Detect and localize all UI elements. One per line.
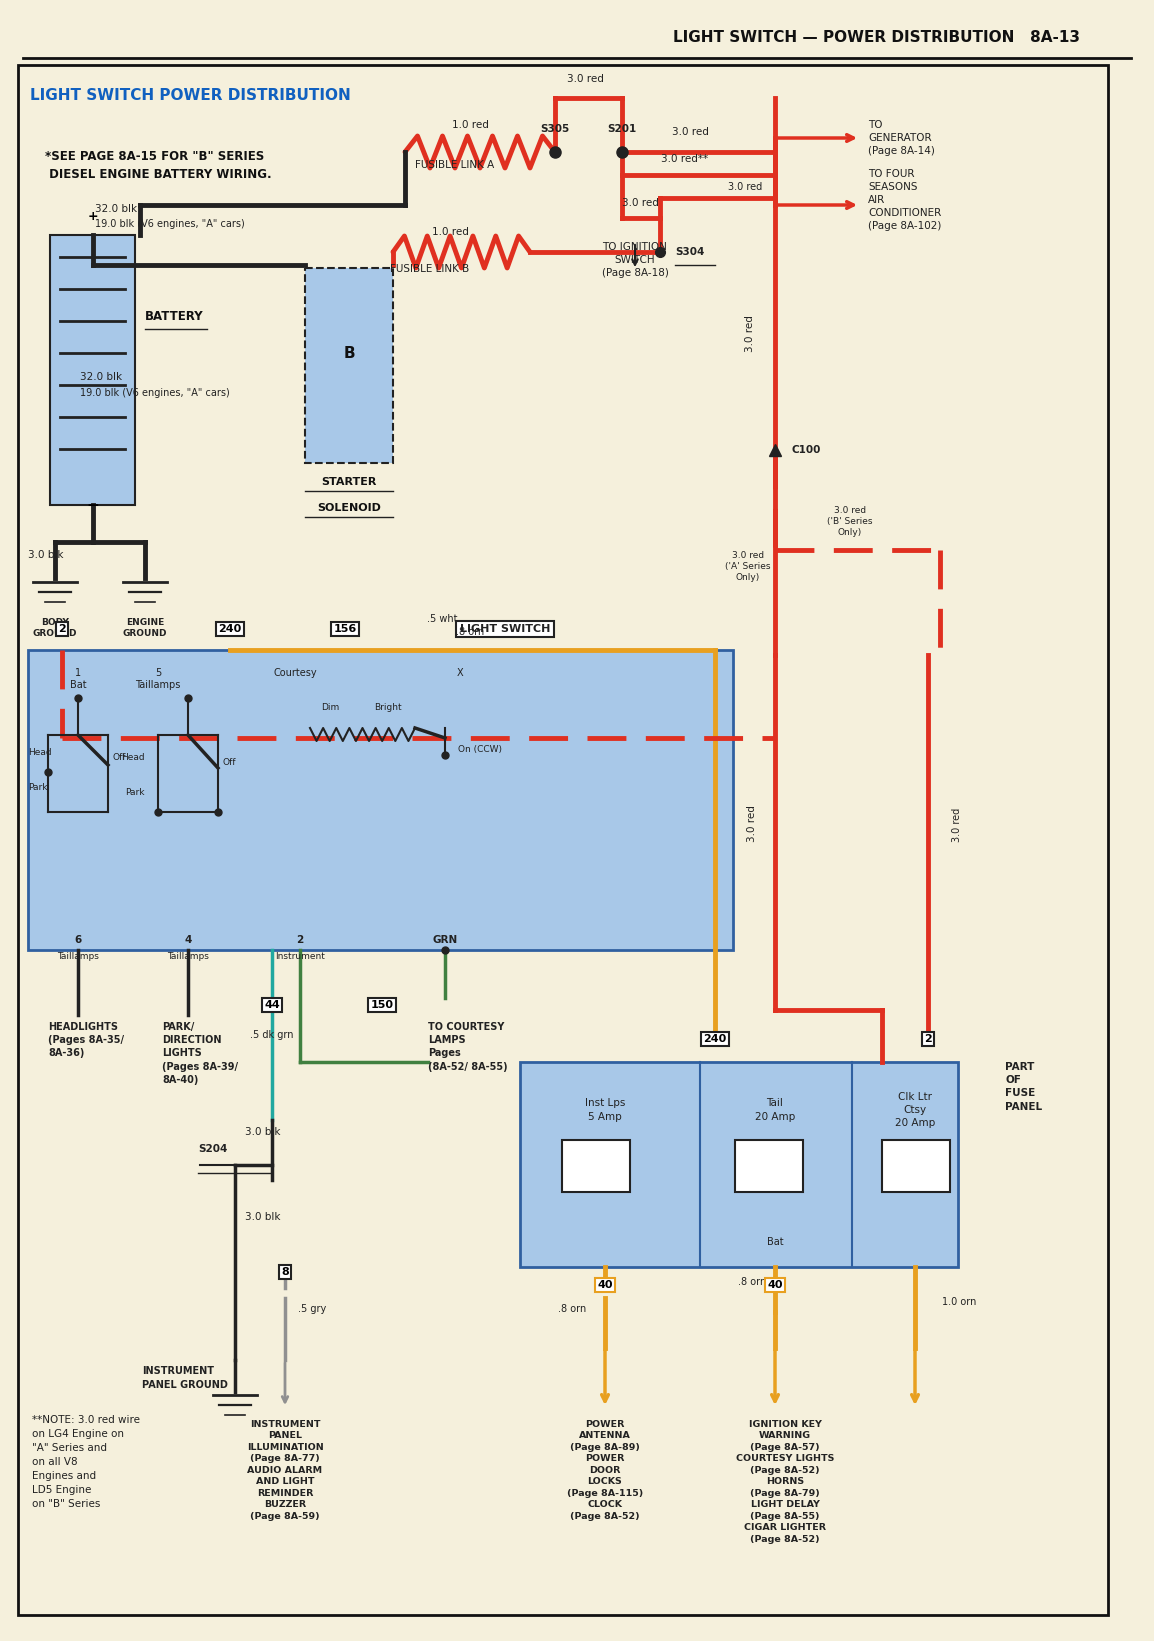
Text: 3.0 red**: 3.0 red** [661,154,709,164]
Text: Dim: Dim [321,702,339,712]
Text: 40: 40 [598,1280,613,1290]
Text: Head: Head [28,748,52,757]
Text: .8 orn: .8 orn [737,1277,766,1287]
Text: Courtesy: Courtesy [273,668,317,678]
Text: BATTERY: BATTERY [145,310,203,323]
Text: 240: 240 [704,1034,727,1044]
Text: 3.0 blk: 3.0 blk [28,550,63,560]
Text: 32.0 blk: 32.0 blk [80,373,122,382]
Text: 3.0 red: 3.0 red [952,807,962,842]
Text: S305: S305 [540,125,570,135]
Text: 3.0 red: 3.0 red [672,126,709,136]
Text: Park: Park [126,788,145,798]
Text: Taillamps: Taillamps [167,952,209,962]
Text: 3.0 red: 3.0 red [747,806,757,842]
Text: PARK/
DIRECTION
LIGHTS
(Pages 8A-39/
8A-40): PARK/ DIRECTION LIGHTS (Pages 8A-39/ 8A-… [162,1022,238,1085]
Text: B: B [343,346,354,361]
Text: TO IGNITION
SWITCH
(Page 8A-18): TO IGNITION SWITCH (Page 8A-18) [601,241,668,279]
Text: 3.0 blk: 3.0 blk [245,1213,280,1223]
Text: STARTER: STARTER [321,478,376,487]
Text: .8 orn: .8 orn [557,1305,586,1314]
Bar [562,1140,630,1191]
Text: Bright: Bright [374,702,402,712]
Text: INSTRUMENT
PANEL
ILLUMINATION
(Page 8A-77)
AUDIO ALARM
AND LIGHT
REMINDER
BUZZER: INSTRUMENT PANEL ILLUMINATION (Page 8A-7… [247,1419,323,1521]
Text: Head: Head [121,753,145,761]
Text: FUSIBLE LINK A: FUSIBLE LINK A [415,161,495,171]
Text: LIGHT SWITCH: LIGHT SWITCH [459,624,550,633]
Text: .5 gry: .5 gry [298,1305,327,1314]
Text: X: X [457,668,463,678]
Text: 32.0 blk: 32.0 blk [95,203,137,213]
Text: TO
GENERATOR
(Page 8A-14): TO GENERATOR (Page 8A-14) [868,120,935,156]
Text: 8: 8 [282,1267,288,1277]
Text: 150: 150 [370,999,394,1009]
Text: 156: 156 [334,624,357,633]
Text: 2: 2 [924,1034,932,1044]
Text: 3.0 red: 3.0 red [745,315,755,353]
Text: 40: 40 [767,1280,782,1290]
Text: Off: Off [222,758,235,766]
Text: On (CCW): On (CCW) [458,745,502,753]
Text: ENGINE
GROUND: ENGINE GROUND [122,619,167,638]
Text: .5 dk grn: .5 dk grn [250,1031,294,1040]
Text: 3.0 red: 3.0 red [567,74,604,84]
Text: Off: Off [112,753,126,761]
Text: 1
Bat: 1 Bat [69,668,87,691]
Bar [735,1140,803,1191]
Text: Park: Park [28,783,47,793]
Text: Bat: Bat [766,1237,784,1247]
Bar [28,650,733,950]
Text: **NOTE: 3.0 red wire
on LG4 Engine on
"A" Series and
on all V8
Engines and
LD5 E: **NOTE: 3.0 red wire on LG4 Engine on "A… [32,1415,140,1510]
Text: GRN: GRN [433,935,458,945]
Bar [50,235,135,505]
Text: 19.0 blk (V6 engines, "A" cars): 19.0 blk (V6 engines, "A" cars) [80,387,230,399]
Text: 3.0 red
('B' Series
Only): 3.0 red ('B' Series Only) [827,505,872,537]
Text: C100: C100 [792,445,822,455]
Text: TO FOUR
SEASONS
AIR
CONDITIONER
(Page 8A-102): TO FOUR SEASONS AIR CONDITIONER (Page 8A… [868,169,942,231]
Text: −: − [87,497,99,514]
Text: .8 orn: .8 orn [456,627,485,637]
Text: INSTRUMENT
PANEL GROUND: INSTRUMENT PANEL GROUND [142,1367,227,1390]
Text: SOLENOID: SOLENOID [317,504,381,514]
Text: Inst Lps
5 Amp: Inst Lps 5 Amp [585,1098,625,1121]
Text: LIGHT SWITCH — POWER DISTRIBUTION   8A-13: LIGHT SWITCH — POWER DISTRIBUTION 8A-13 [673,31,1080,46]
Text: Taillamps: Taillamps [57,952,99,962]
Text: HEADLIGHTS
(Pages 8A-35/
8A-36): HEADLIGHTS (Pages 8A-35/ 8A-36) [48,1022,123,1058]
Text: 6: 6 [74,935,82,945]
Text: 3.0 red: 3.0 red [728,182,762,192]
Text: 240: 240 [218,624,241,633]
Text: 1.0 orn: 1.0 orn [942,1296,976,1306]
Text: BODY
GROUND: BODY GROUND [32,619,77,638]
Text: *SEE PAGE 8A-15 FOR "B" SERIES
 DIESEL ENGINE BATTERY WIRING.: *SEE PAGE 8A-15 FOR "B" SERIES DIESEL EN… [45,149,271,181]
Text: 2: 2 [297,935,304,945]
Text: POWER
ANTENNA
(Page 8A-89)
POWER
DOOR
LOCKS
(Page 8A-115)
CLOCK
(Page 8A-52): POWER ANTENNA (Page 8A-89) POWER DOOR LO… [567,1419,643,1521]
Text: 3.0 red
('A' Series
Only): 3.0 red ('A' Series Only) [725,551,771,583]
Text: 3.0 blk: 3.0 blk [245,1127,280,1137]
Text: .5 wht: .5 wht [427,614,457,624]
Bar [520,1062,958,1267]
Text: 1.0 red: 1.0 red [451,120,488,130]
Text: 1.0 red: 1.0 red [432,226,469,236]
Text: S304: S304 [675,248,704,258]
Text: 44: 44 [264,999,280,1009]
Text: 2: 2 [58,624,66,633]
Text: FUSIBLE LINK B: FUSIBLE LINK B [390,264,470,274]
Text: S201: S201 [607,125,637,135]
Text: 5
Taillamps: 5 Taillamps [135,668,181,691]
Text: IGNITION KEY
WARNING
(Page 8A-57)
COURTESY LIGHTS
(Page 8A-52)
HORNS
(Page 8A-79: IGNITION KEY WARNING (Page 8A-57) COURTE… [736,1419,834,1544]
Text: TO COURTESY
LAMPS
Pages
(8A-52/ 8A-55): TO COURTESY LAMPS Pages (8A-52/ 8A-55) [428,1022,508,1072]
Bar [882,1140,950,1191]
Text: LIGHT SWITCH POWER DISTRIBUTION: LIGHT SWITCH POWER DISTRIBUTION [30,87,351,102]
Bar [305,267,394,463]
Text: Tail
20 Amp: Tail 20 Amp [755,1098,795,1121]
Text: 19.0 blk (V6 engines, "A" cars): 19.0 blk (V6 engines, "A" cars) [95,218,245,230]
Text: PART
OF
FUSE
PANEL: PART OF FUSE PANEL [1005,1062,1042,1111]
Text: Instrument: Instrument [275,952,325,962]
Text: S204: S204 [198,1144,227,1154]
Text: Clk Ltr
Ctsy
20 Amp: Clk Ltr Ctsy 20 Amp [894,1091,935,1129]
Text: +: + [88,210,98,223]
Text: 4: 4 [185,935,192,945]
Text: 3.0 red: 3.0 red [622,199,659,208]
